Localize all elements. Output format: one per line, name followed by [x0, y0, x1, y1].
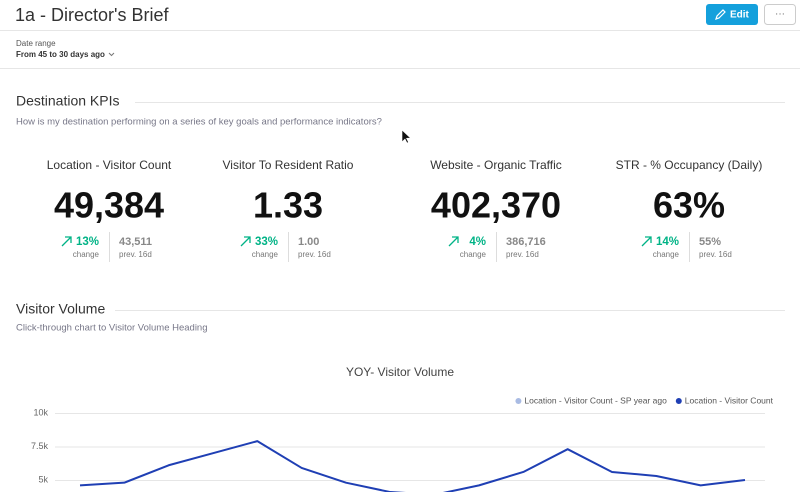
kpi-change-label: change	[252, 250, 279, 259]
kpi-change-label: change	[653, 250, 680, 259]
kpi-title: STR - % Occupancy (Daily)	[616, 158, 763, 172]
kpi-change: 13%	[76, 236, 99, 248]
mouse-cursor	[401, 129, 412, 144]
kpi-title: Location - Visitor Count	[47, 158, 172, 172]
trend-arrow	[448, 236, 459, 247]
kpi-change: 14%	[656, 236, 679, 248]
trend-arrow	[240, 236, 251, 247]
filter-value[interactable]: From 45 to 30 days ago	[16, 50, 105, 59]
kpi-previous-label: prev. 16d	[699, 250, 732, 259]
edit-label[interactable]: Edit	[730, 10, 750, 21]
filter-chevron	[108, 52, 115, 57]
filter-label: Date range	[16, 39, 56, 48]
kpi-value: 1.33	[253, 185, 323, 226]
kpi-change: 4%	[469, 236, 486, 248]
kpi-previous: 1.00	[298, 236, 319, 248]
kpi-previous: 386,716	[506, 236, 546, 248]
edit-icon	[715, 9, 726, 20]
kpi-previous: 43,511	[119, 236, 152, 248]
kpi-change: 33%	[255, 236, 278, 248]
legend-swatch	[515, 398, 522, 404]
y-tick-label: 10k	[33, 407, 48, 417]
series-line	[79, 440, 746, 492]
more-label[interactable]: ···	[775, 9, 785, 20]
section-title: Visitor Volume	[16, 301, 105, 317]
section-subtitle: How is my destination performing on a se…	[16, 117, 382, 128]
kpi-change-label: change	[73, 250, 100, 259]
y-tick-label: 5k	[38, 474, 48, 484]
trend-arrow	[641, 236, 652, 247]
chart-title: YOY- Visitor Volume	[346, 365, 454, 379]
legend-label: Location - Visitor Count	[685, 395, 774, 405]
kpi-previous-label: prev. 16d	[119, 250, 152, 259]
y-tick-label: 7.5k	[31, 441, 49, 451]
trend-arrow	[61, 236, 72, 247]
section-title: Destination KPIs	[16, 93, 120, 109]
kpi-previous-label: prev. 16d	[298, 250, 331, 259]
kpi-value: 63%	[653, 185, 725, 226]
more-button[interactable]	[764, 4, 796, 25]
kpi-title: Visitor To Resident Ratio	[223, 158, 354, 172]
kpi-change-label: change	[460, 250, 487, 259]
legend-swatch	[675, 398, 682, 404]
edit-button[interactable]	[706, 4, 758, 25]
section-subtitle: Click-through chart to Visitor Volume He…	[16, 323, 208, 334]
kpi-previous: 55%	[699, 236, 721, 248]
kpi-title: Website - Organic Traffic	[430, 158, 562, 172]
kpi-value: 49,384	[54, 185, 164, 226]
legend-label: Location - Visitor Count - SP year ago	[524, 395, 667, 405]
page-title: 1a - Director's Brief	[15, 5, 169, 25]
kpi-previous-label: prev. 16d	[506, 250, 539, 259]
kpi-value: 402,370	[431, 185, 561, 226]
